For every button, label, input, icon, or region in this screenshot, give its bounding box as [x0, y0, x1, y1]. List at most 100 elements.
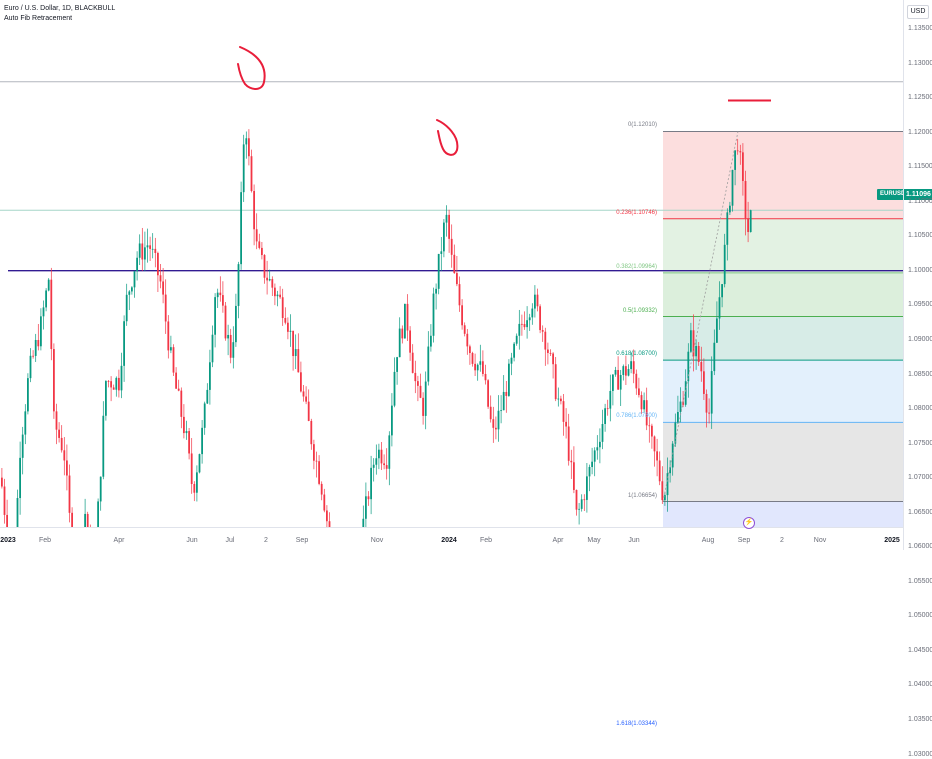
candle-body: [138, 243, 141, 258]
candle-body: [203, 403, 206, 428]
candle-body: [562, 401, 565, 422]
candle-body: [328, 521, 331, 527]
price-tick: 1.04000: [908, 681, 932, 689]
price-tick: 1.13500: [908, 25, 932, 32]
candle-body: [229, 334, 232, 358]
candle-body: [716, 318, 718, 343]
candle-body: [365, 496, 367, 519]
candle-body: [664, 495, 666, 501]
candle-body: [289, 330, 292, 332]
price-chart[interactable]: [0, 0, 903, 527]
candle-body: [744, 181, 747, 219]
time-tick: Apr: [113, 537, 125, 544]
candle-body: [424, 381, 427, 416]
candle-body: [123, 321, 125, 366]
candle-body: [560, 398, 562, 402]
currency-button[interactable]: USD: [907, 5, 929, 19]
candle-body: [612, 374, 614, 391]
candle-body: [536, 294, 539, 307]
lightning-icon[interactable]: ⚡: [743, 517, 755, 529]
time-tick: Sep: [295, 537, 309, 544]
time-tick: Sep: [737, 537, 751, 544]
candle-body: [305, 396, 307, 402]
candle-body: [635, 373, 638, 389]
candle-body: [437, 253, 440, 289]
candle-body: [528, 317, 531, 321]
candle-body: [578, 508, 580, 510]
candle-body: [419, 385, 422, 398]
candle-body: [250, 156, 253, 191]
candle-body: [723, 244, 726, 285]
candle-body: [710, 371, 713, 414]
candle-body: [544, 331, 547, 350]
fib-zone: [663, 272, 903, 317]
candle-body: [521, 323, 523, 325]
candle-body: [492, 419, 495, 428]
candle-body: [401, 328, 404, 339]
candle-body: [287, 322, 289, 332]
candle-body: [209, 362, 211, 390]
candle-body: [695, 345, 697, 357]
candle-body: [131, 287, 133, 292]
candle-body: [549, 352, 552, 354]
candle-body: [102, 415, 105, 477]
candle-body: [159, 275, 162, 282]
price-axis[interactable]: USD 1.11096 1.13500 1.13000 1.12500 1.12000…: [903, 0, 932, 758]
candle-body: [185, 431, 188, 434]
price-tick: 1.12000: [908, 128, 932, 136]
candle-body: [271, 279, 274, 288]
candle-body: [105, 381, 107, 416]
candle-body: [432, 293, 435, 336]
candle-body: [302, 391, 305, 397]
candle-body: [687, 351, 690, 382]
candle-body: [313, 444, 315, 461]
candle-body: [297, 349, 300, 373]
candle-body: [630, 361, 632, 370]
candle-body: [227, 334, 229, 339]
time-axis[interactable]: 2023 Feb Apr Jun Jul 2 Sep Nov 2024 Feb Apr May Jun A…: [0, 527, 903, 551]
symbol-title[interactable]: Euro / U.S. Dollar, 1D, BLACKBULL: [4, 5, 116, 12]
candle-body: [482, 361, 484, 374]
candle-body: [557, 398, 560, 400]
candle-body: [513, 343, 515, 358]
candle-body: [323, 494, 326, 511]
fib-level-label: 0.5(1.09332): [622, 307, 657, 314]
candle-body: [6, 514, 8, 527]
candle-body: [674, 422, 677, 444]
candle-body: [206, 389, 209, 404]
candle-body: [175, 372, 177, 389]
time-tick: May: [587, 537, 601, 544]
candle-body: [430, 335, 432, 347]
candle-body: [385, 465, 388, 469]
price-tick: 1.07500: [908, 439, 932, 447]
candle-body: [565, 421, 567, 427]
candle-body: [16, 498, 19, 527]
candle-body: [547, 349, 549, 353]
chart-pane[interactable]: [0, 0, 903, 527]
candle-body: [739, 151, 742, 153]
candle-body: [50, 279, 53, 350]
price-tick: 1.10500: [908, 232, 932, 240]
candle-body: [42, 307, 45, 317]
fib-trend-line: [662, 131, 739, 502]
candle-body: [391, 405, 393, 436]
candle-body: [60, 437, 63, 451]
candle-body: [274, 287, 276, 297]
price-tick: 1.08500: [908, 370, 932, 378]
indicator-name[interactable]: Auto Fib Retracement: [4, 15, 73, 22]
candle-body: [281, 297, 284, 319]
fib-zone: [663, 131, 903, 219]
candle-body: [554, 364, 557, 400]
price-tick: 1.11000: [908, 197, 932, 205]
time-tick: Nov: [370, 537, 384, 544]
candle-body: [656, 451, 658, 461]
candle-body: [172, 347, 175, 373]
candle-body: [263, 255, 266, 278]
candle-body: [500, 410, 502, 412]
candle-body: [638, 388, 640, 396]
time-tick: Apr: [552, 537, 564, 544]
candle-body: [157, 252, 159, 276]
candle-body: [211, 334, 214, 363]
candle-body: [573, 462, 575, 490]
candle-body: [487, 380, 489, 407]
